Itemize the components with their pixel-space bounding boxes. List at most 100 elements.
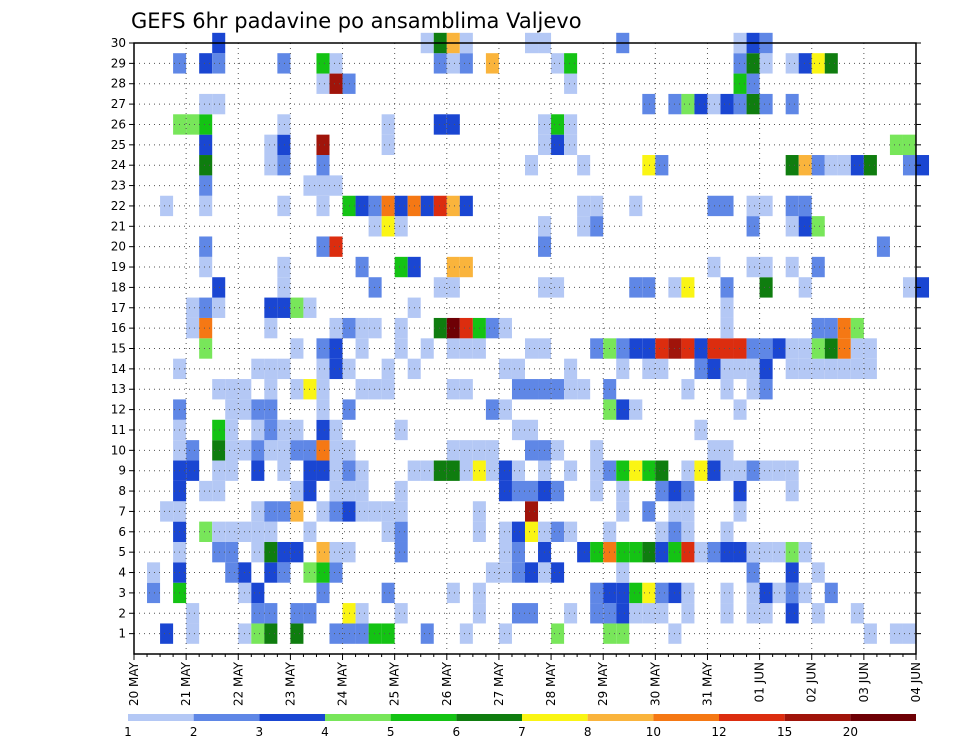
heatmap-cell: [798, 338, 812, 359]
heatmap-cell: [277, 53, 291, 74]
heatmap-cell: [290, 603, 304, 624]
heatmap-cell: [525, 379, 539, 400]
heatmap-cell: [511, 419, 525, 441]
heatmap-cell: [681, 379, 695, 400]
heatmap-cell: [277, 440, 291, 461]
heatmap-cell: [355, 256, 369, 278]
heatmap-cell: [251, 460, 265, 481]
heatmap-cell: [186, 460, 200, 481]
heatmap-cell: [511, 541, 525, 563]
colorbar-swatch: [653, 714, 719, 721]
heatmap-cell: [850, 603, 864, 624]
heatmap-cell: [459, 256, 473, 278]
heatmap-cell: [681, 277, 695, 298]
heatmap-cell: [798, 216, 812, 237]
heatmap-cell: [746, 582, 760, 604]
heatmap-cell: [525, 603, 539, 624]
heatmap-cell: [290, 541, 304, 563]
heatmap-cell: [733, 480, 747, 502]
colorbar-label: 6: [453, 725, 461, 739]
heatmap-cell: [720, 541, 734, 563]
heatmap-cell: [264, 541, 278, 563]
heatmap-cell: [577, 541, 591, 563]
heatmap-cell: [798, 195, 812, 217]
heatmap-cell: [629, 277, 643, 298]
heatmap-cell: [199, 256, 213, 278]
heatmap-cell: [316, 236, 330, 257]
heatmap-cell: [785, 216, 799, 237]
heatmap-cell: [577, 379, 591, 400]
heatmap-cell: [368, 623, 382, 644]
heatmap-cell: [694, 460, 708, 481]
y-tick-label: 2: [118, 606, 126, 620]
y-tick-label: 12: [111, 403, 126, 417]
heatmap-cell: [811, 216, 825, 237]
heatmap-cell: [850, 358, 864, 380]
heatmap-cell: [381, 216, 395, 237]
heatmap-cell: [420, 195, 434, 217]
heatmap-cell: [498, 562, 512, 583]
heatmap-cell: [225, 440, 239, 461]
heatmap-cell: [199, 175, 213, 196]
heatmap-cell: [616, 358, 630, 380]
heatmap-cell: [785, 582, 799, 604]
heatmap-cell: [511, 521, 525, 542]
y-tick-label: 15: [111, 342, 126, 356]
heatmap-cell: [720, 93, 734, 115]
y-tick-label: 18: [111, 280, 126, 294]
heatmap-cell: [746, 93, 760, 115]
heatmap-cell: [629, 399, 643, 420]
heatmap-cell: [525, 521, 539, 542]
colorbar-swatch: [259, 714, 325, 721]
y-tick-label: 19: [111, 260, 126, 274]
heatmap-cell: [225, 562, 239, 583]
colorbar-label: 20: [843, 725, 858, 739]
colorbar-swatch: [390, 714, 457, 721]
heatmap-cell: [798, 53, 812, 74]
heatmap-cell: [642, 501, 656, 522]
heatmap-cell: [733, 399, 747, 420]
heatmap-cell: [433, 114, 447, 135]
heatmap-cell: [212, 460, 226, 481]
heatmap-cell: [577, 195, 591, 217]
heatmap-cell: [329, 440, 343, 461]
heatmap-cell: [485, 53, 499, 74]
heatmap-cell: [264, 134, 278, 156]
heatmap-cell: [720, 440, 734, 461]
heatmap-cell: [264, 562, 278, 583]
heatmap-cell: [733, 93, 747, 115]
x-tick-label: 25 MAY: [388, 661, 402, 706]
heatmap-cell: [759, 53, 773, 74]
heatmap-cell: [251, 541, 265, 563]
heatmap-cell: [642, 358, 656, 380]
heatmap-cell: [459, 317, 473, 339]
heatmap-cell: [199, 521, 213, 542]
heatmap-cell: [759, 277, 773, 298]
heatmap-cell: [511, 358, 525, 380]
heatmap-cell: [564, 134, 578, 156]
heatmap-cell: [251, 358, 265, 380]
heatmap-cell: [459, 460, 473, 481]
colorbar-label: 8: [584, 725, 592, 739]
heatmap-cell: [746, 73, 760, 94]
heatmap-cell: [746, 603, 760, 624]
heatmap-cell: [277, 114, 291, 135]
heatmap-cell: [316, 134, 330, 156]
heatmap-cell: [694, 419, 708, 441]
heatmap-cell: [655, 582, 669, 604]
heatmap-cell: [720, 195, 734, 217]
heatmap-cell: [720, 582, 734, 604]
x-tick-label: 28 MAY: [544, 661, 558, 706]
heatmap-cell: [446, 277, 460, 298]
heatmap-cell: [446, 317, 460, 339]
heatmap-cell: [433, 195, 447, 217]
heatmap-cell: [629, 541, 643, 563]
heatmap-cell: [264, 155, 278, 176]
heatmap-cell: [225, 541, 239, 563]
heatmap-cell: [759, 379, 773, 400]
y-tick-label: 9: [118, 464, 126, 478]
heatmap-cell: [681, 93, 695, 115]
heatmap-cell: [186, 623, 200, 644]
x-axis: 20 MAY 21 MAY 22 MAY 23 MAY 24 MAY 25 MAY 26 M…: [127, 654, 923, 706]
heatmap-cell: [551, 521, 565, 542]
